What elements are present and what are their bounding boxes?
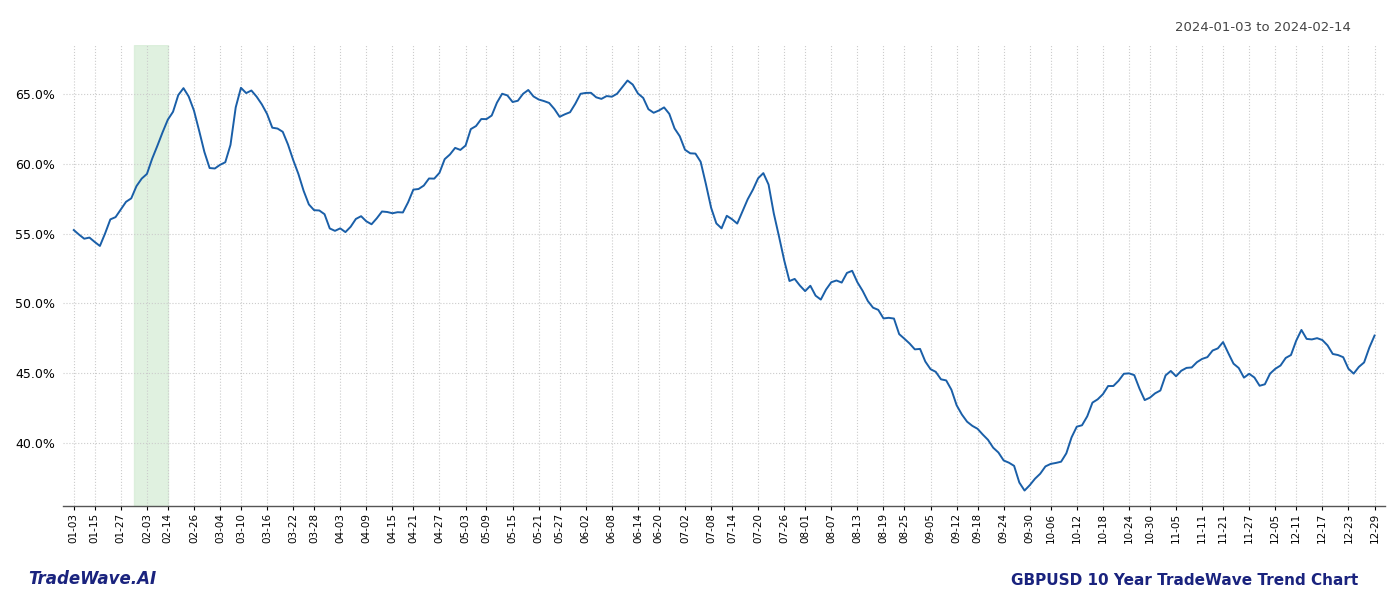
Text: TradeWave.AI: TradeWave.AI (28, 570, 157, 588)
Text: GBPUSD 10 Year TradeWave Trend Chart: GBPUSD 10 Year TradeWave Trend Chart (1011, 573, 1358, 588)
Text: 2024-01-03 to 2024-02-14: 2024-01-03 to 2024-02-14 (1175, 21, 1351, 34)
Bar (134, 45, 168, 506)
